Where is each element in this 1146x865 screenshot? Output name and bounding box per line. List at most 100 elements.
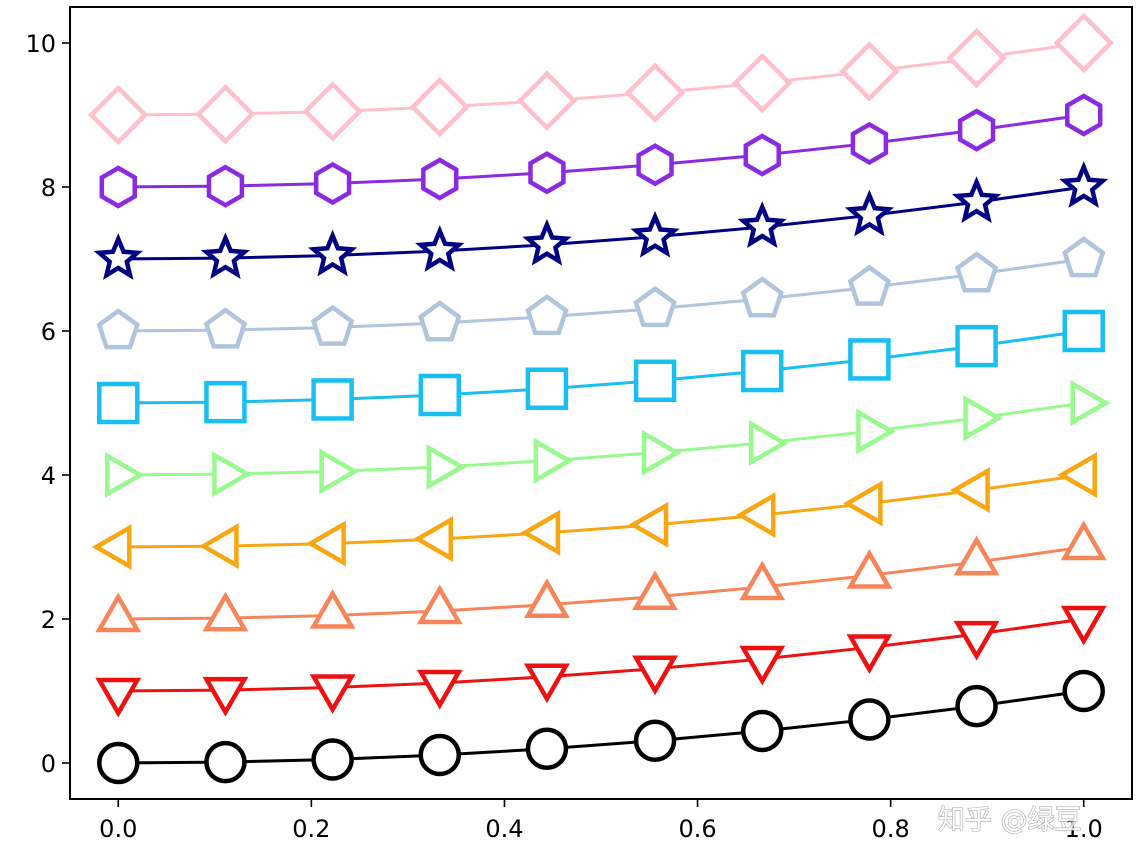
circle-marker [204,740,247,784]
series-line [118,113,1084,189]
square-marker [1062,309,1105,353]
x-tick-label: 0.2 [292,815,330,843]
series-line [118,329,1084,405]
triangle-down-marker [202,676,249,717]
star-marker [951,176,1002,224]
diamond-marker [516,70,578,131]
circle-marker [633,719,677,763]
triangle-right-marker [426,444,467,490]
triangle-right-marker [1070,380,1111,426]
y-tick-label: 10 [25,30,56,58]
circle-marker [740,709,784,753]
series-diamond [88,12,1114,146]
star-marker [844,189,894,237]
star-marker [415,225,465,272]
axes-frame [69,6,1133,800]
square-marker [955,324,998,368]
triangle-right-marker [856,408,896,455]
diamond-marker [624,62,686,123]
diamond-marker [195,83,256,145]
pentagon-marker [525,293,569,336]
star-marker [200,232,251,280]
pentagon-marker [740,276,784,318]
pentagon-marker [954,251,999,293]
hexagon-marker [421,157,459,201]
watermark-text: 知乎 @绿豆 [938,805,1082,836]
x-tick-label: 1.0 [1065,815,1103,843]
triangle-up-marker [632,570,679,610]
triangle-right-marker [105,452,145,498]
triangle-down-marker [523,663,570,704]
triangle-up-marker [523,578,570,618]
triangle-up-marker [739,560,786,601]
square-marker [204,380,247,424]
triangle-left-marker [413,516,454,562]
star-marker [1059,161,1109,208]
hexagon-marker [528,151,566,195]
triangle-down-marker [95,677,142,718]
pentagon-marker [1062,236,1106,278]
plot-frame [69,6,1133,800]
circle-marker [1062,669,1105,713]
pentagon-marker [96,308,140,350]
hexagon-marker [206,164,245,208]
triangle-left-marker [198,523,239,570]
circle-marker [955,684,998,728]
axes: 0.0 0.2 0.4 0.6 0.8 1.0 0 2 4 6 8 10 [25,30,1102,843]
circle-marker [311,738,354,781]
x-tick-label: 0.0 [99,815,137,843]
triangle-left-marker [842,480,883,527]
triangle-right-marker [748,420,789,466]
circle-marker [525,727,569,770]
diamond-marker [1053,12,1114,74]
series-triangle-up [95,520,1107,633]
triangle-up-marker [309,588,356,629]
triangle-left-marker [950,467,990,514]
y-tick-label: 6 [41,318,56,346]
x-tick-label: 0.4 [485,815,523,843]
diamond-marker [302,81,363,142]
hexagon-marker [99,165,137,209]
series-circle [97,669,1105,785]
triangle-left-marker [306,520,346,567]
plot-area [88,12,1114,785]
series-triangle-down [95,605,1107,718]
star-marker [737,201,787,248]
diamond-marker [732,52,793,114]
diamond-marker [409,76,470,138]
series-line [118,41,1084,117]
triangle-down-marker [416,669,463,710]
diamond-marker [946,27,1007,89]
triangle-right-marker [641,429,682,476]
triangle-up-marker [1060,520,1107,561]
triangle-up-marker [846,548,893,589]
triangle-right-marker [533,437,574,484]
hexagon-marker [743,133,781,177]
hexagon-marker [313,161,352,206]
circle-marker [848,698,891,741]
triangle-up-marker [202,591,249,632]
circle-marker [97,741,140,785]
pentagon-marker [203,307,248,349]
triangle-down-marker [846,634,893,674]
pentagon-marker [310,304,355,346]
series-pentagon [96,236,1106,350]
triangle-up-marker [95,592,142,633]
series-star [93,161,1109,280]
x-tick-label: 0.6 [678,815,716,843]
square-marker [418,373,462,417]
pentagon-marker [418,300,462,342]
square-marker [740,349,784,393]
series-line [118,185,1084,261]
triangle-down-marker [632,655,679,696]
series-line [118,545,1084,621]
pentagon-marker [847,264,892,306]
square-marker [525,367,569,410]
y-tick-label: 2 [41,606,56,634]
triangle-left-marker [735,492,776,538]
series-line [118,689,1084,765]
star-marker [93,233,143,280]
series-line [118,617,1084,693]
triangle-down-marker [309,674,356,714]
